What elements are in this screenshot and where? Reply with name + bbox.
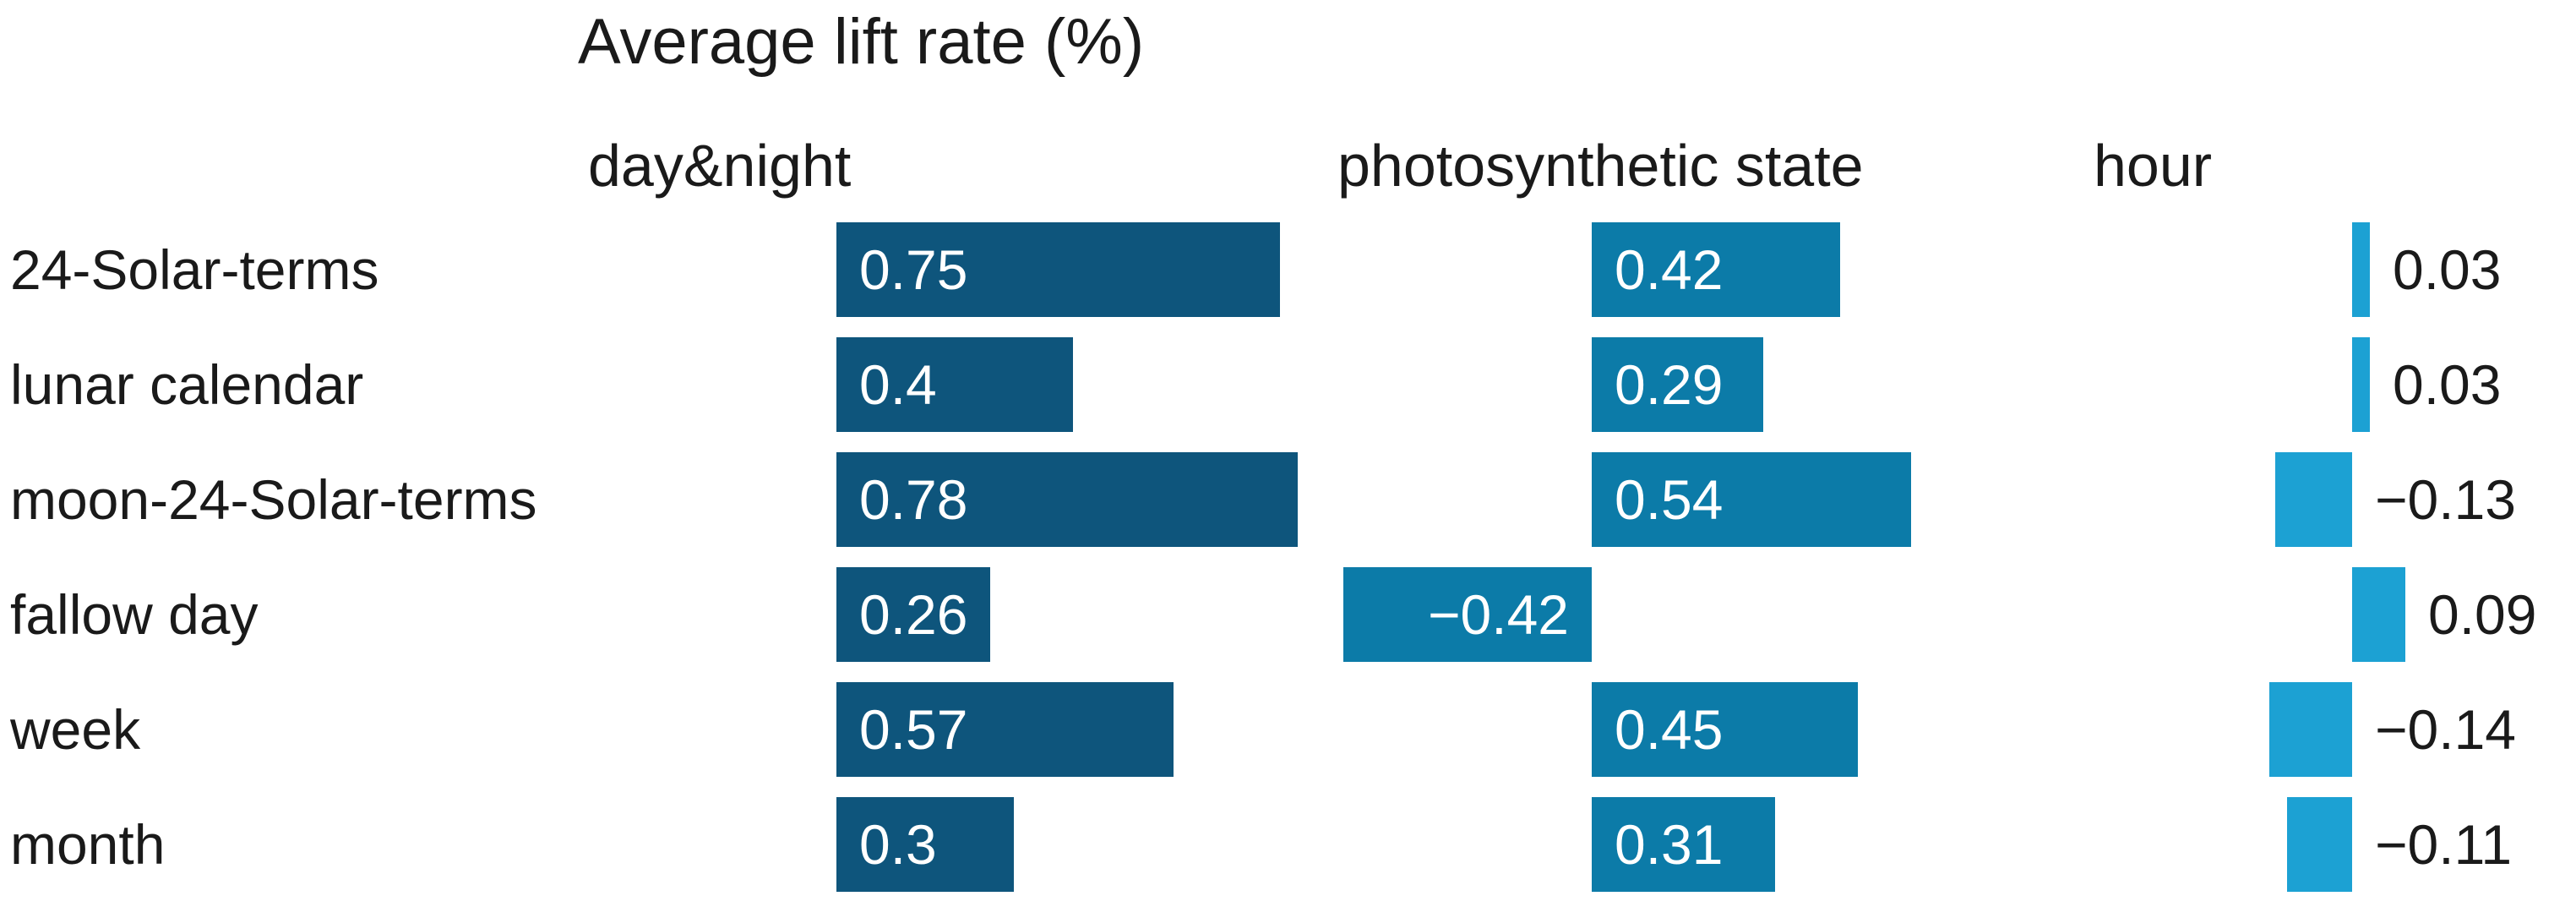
row-label: lunar calendar <box>10 353 364 416</box>
bar-value-label: 0.03 <box>2393 238 2502 301</box>
chart-title: Average lift rate (%) <box>578 6 1145 78</box>
bar-value-label: 0.57 <box>859 698 968 761</box>
bar-col0-row2 <box>836 452 1298 547</box>
row-label: week <box>10 698 141 761</box>
bar-col1-row3 <box>1343 567 1592 662</box>
bar-value-label: −0.14 <box>2375 698 2516 761</box>
bar-col0-row4 <box>836 682 1174 777</box>
column-header-day-night: day&night <box>588 133 852 199</box>
bar-col2-row5 <box>2287 797 2352 892</box>
row-label: month <box>10 813 166 876</box>
bar-col2-row0 <box>2352 222 2370 317</box>
row-label: 24-Solar-terms <box>10 238 379 301</box>
bar-value-label: 0.09 <box>2428 583 2537 646</box>
bar-col2-row4 <box>2269 682 2352 777</box>
bar-col2-row2 <box>2275 452 2352 547</box>
bar-value-label: 0.75 <box>859 238 968 301</box>
bar-value-label: 0.42 <box>1615 238 1724 301</box>
bar-value-label: −0.42 <box>1428 583 1569 646</box>
bar-value-label: 0.54 <box>1615 468 1724 531</box>
row-label: moon-24-Solar-terms <box>10 468 537 531</box>
bar-col1-row1 <box>1592 337 1763 432</box>
bar-value-label: 0.3 <box>859 813 937 876</box>
bar-value-label: 0.78 <box>859 468 968 531</box>
bar-value-label: −0.13 <box>2375 468 2516 531</box>
bar-col1-row0 <box>1592 222 1840 317</box>
bar-value-label: 0.26 <box>859 583 968 646</box>
column-header-hour: hour <box>2094 133 2213 199</box>
row-label: fallow day <box>10 583 259 646</box>
bar-value-label: 0.45 <box>1615 698 1724 761</box>
bar-col1-row5 <box>1592 797 1775 892</box>
bar-value-label: 0.03 <box>2393 353 2502 416</box>
bar-col0-row5 <box>836 797 1014 892</box>
bar-value-label: 0.29 <box>1615 353 1724 416</box>
bar-value-label: −0.11 <box>2375 813 2513 876</box>
bar-col2-row3 <box>2352 567 2405 662</box>
bar-col0-row1 <box>836 337 1073 432</box>
bar-col0-row3 <box>836 567 990 662</box>
bar-value-label: 0.4 <box>859 353 937 416</box>
bar-col1-row4 <box>1592 682 1858 777</box>
bar-col0-row0 <box>836 222 1280 317</box>
column-header-photosynthetic-state: photosynthetic state <box>1337 133 1864 199</box>
bar-col2-row1 <box>2352 337 2370 432</box>
bar-value-label: 0.31 <box>1615 813 1724 876</box>
bar-col1-row2 <box>1592 452 1911 547</box>
